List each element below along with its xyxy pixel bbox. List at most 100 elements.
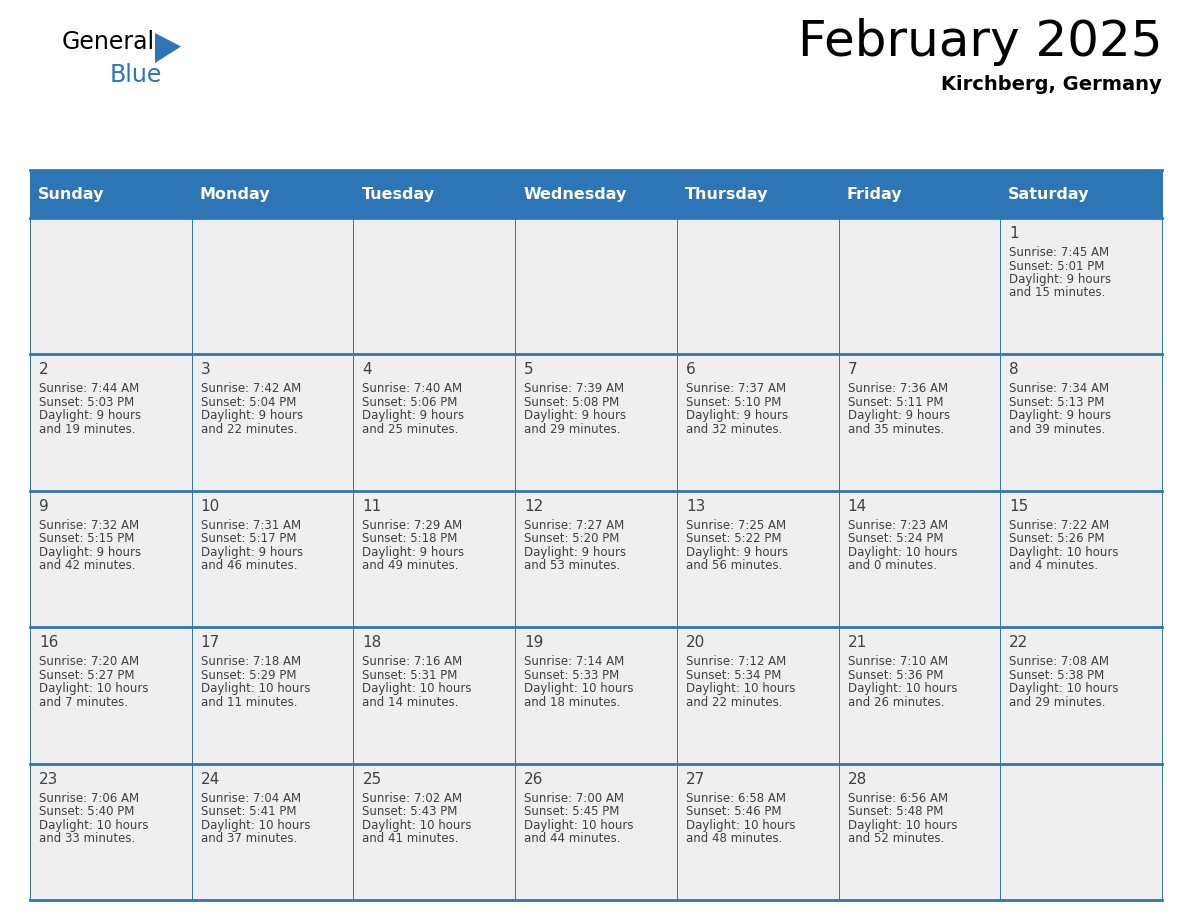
Text: Sunrise: 7:06 AM: Sunrise: 7:06 AM — [39, 791, 139, 804]
Text: Daylight: 9 hours: Daylight: 9 hours — [1010, 409, 1112, 422]
Text: and 7 minutes.: and 7 minutes. — [39, 696, 128, 709]
Text: Daylight: 9 hours: Daylight: 9 hours — [362, 409, 465, 422]
Text: and 14 minutes.: and 14 minutes. — [362, 696, 459, 709]
Text: Sunset: 5:33 PM: Sunset: 5:33 PM — [524, 668, 619, 682]
Text: Sunrise: 7:08 AM: Sunrise: 7:08 AM — [1010, 655, 1110, 668]
Text: and 42 minutes.: and 42 minutes. — [39, 559, 135, 572]
Text: Sunset: 5:04 PM: Sunset: 5:04 PM — [201, 396, 296, 409]
Text: and 56 minutes.: and 56 minutes. — [685, 559, 782, 572]
Text: Daylight: 10 hours: Daylight: 10 hours — [1010, 546, 1119, 559]
Bar — [516, 491, 677, 627]
Text: and 22 minutes.: and 22 minutes. — [685, 696, 783, 709]
Text: and 52 minutes.: and 52 minutes. — [847, 832, 944, 845]
Text: Sunset: 5:06 PM: Sunset: 5:06 PM — [362, 396, 457, 409]
Text: 26: 26 — [524, 772, 544, 787]
Text: and 18 minutes.: and 18 minutes. — [524, 696, 620, 709]
Text: Sunset: 5:10 PM: Sunset: 5:10 PM — [685, 396, 782, 409]
Bar — [30, 170, 1162, 218]
Bar — [30, 627, 191, 764]
Text: Friday: Friday — [847, 186, 902, 201]
Text: Sunrise: 7:40 AM: Sunrise: 7:40 AM — [362, 383, 462, 396]
Text: Sunset: 5:29 PM: Sunset: 5:29 PM — [201, 668, 296, 682]
Text: 25: 25 — [362, 772, 381, 787]
Text: Sunrise: 7:29 AM: Sunrise: 7:29 AM — [362, 519, 462, 532]
Text: Sunrise: 7:16 AM: Sunrise: 7:16 AM — [362, 655, 462, 668]
Text: Kirchberg, Germany: Kirchberg, Germany — [941, 75, 1162, 94]
Text: Sunset: 5:24 PM: Sunset: 5:24 PM — [847, 532, 943, 545]
Bar — [677, 627, 839, 764]
Text: Sunrise: 7:22 AM: Sunrise: 7:22 AM — [1010, 519, 1110, 532]
Text: Daylight: 9 hours: Daylight: 9 hours — [524, 409, 626, 422]
Text: 22: 22 — [1010, 635, 1029, 650]
Text: Sunrise: 7:45 AM: Sunrise: 7:45 AM — [1010, 246, 1110, 259]
Text: Daylight: 9 hours: Daylight: 9 hours — [524, 546, 626, 559]
Bar — [1000, 218, 1162, 354]
Text: Sunset: 5:48 PM: Sunset: 5:48 PM — [847, 805, 943, 818]
Bar — [1000, 491, 1162, 627]
Text: Sunrise: 6:56 AM: Sunrise: 6:56 AM — [847, 791, 948, 804]
Text: and 29 minutes.: and 29 minutes. — [524, 423, 620, 436]
Text: 12: 12 — [524, 498, 543, 514]
Text: General: General — [62, 30, 156, 54]
Text: Blue: Blue — [110, 63, 163, 87]
Text: Daylight: 10 hours: Daylight: 10 hours — [362, 682, 472, 695]
Text: Sunrise: 7:25 AM: Sunrise: 7:25 AM — [685, 519, 786, 532]
Text: Thursday: Thursday — [685, 186, 769, 201]
Text: and 33 minutes.: and 33 minutes. — [39, 832, 135, 845]
Text: and 11 minutes.: and 11 minutes. — [201, 696, 297, 709]
Text: Daylight: 10 hours: Daylight: 10 hours — [847, 682, 958, 695]
Text: Sunrise: 7:18 AM: Sunrise: 7:18 AM — [201, 655, 301, 668]
Text: Sunrise: 7:20 AM: Sunrise: 7:20 AM — [39, 655, 139, 668]
Bar — [353, 491, 516, 627]
Text: Sunset: 5:15 PM: Sunset: 5:15 PM — [39, 532, 134, 545]
Bar — [191, 354, 353, 491]
Text: Daylight: 10 hours: Daylight: 10 hours — [685, 682, 795, 695]
Text: and 19 minutes.: and 19 minutes. — [39, 423, 135, 436]
Text: and 41 minutes.: and 41 minutes. — [362, 832, 459, 845]
Text: 4: 4 — [362, 363, 372, 377]
Text: Sunset: 5:34 PM: Sunset: 5:34 PM — [685, 668, 782, 682]
Text: Sunset: 5:01 PM: Sunset: 5:01 PM — [1010, 260, 1105, 273]
Text: and 15 minutes.: and 15 minutes. — [1010, 286, 1106, 299]
Text: Daylight: 10 hours: Daylight: 10 hours — [685, 819, 795, 832]
Text: and 44 minutes.: and 44 minutes. — [524, 832, 620, 845]
Text: 16: 16 — [39, 635, 58, 650]
Text: Sunrise: 7:12 AM: Sunrise: 7:12 AM — [685, 655, 786, 668]
Bar — [353, 218, 516, 354]
Text: and 37 minutes.: and 37 minutes. — [201, 832, 297, 845]
Text: 14: 14 — [847, 498, 867, 514]
Bar — [191, 218, 353, 354]
Text: 20: 20 — [685, 635, 706, 650]
Text: Sunset: 5:43 PM: Sunset: 5:43 PM — [362, 805, 457, 818]
Text: Saturday: Saturday — [1009, 186, 1089, 201]
Bar — [839, 491, 1000, 627]
Text: 3: 3 — [201, 363, 210, 377]
Bar — [30, 354, 191, 491]
Text: Daylight: 10 hours: Daylight: 10 hours — [524, 819, 633, 832]
Text: and 46 minutes.: and 46 minutes. — [201, 559, 297, 572]
Text: Daylight: 9 hours: Daylight: 9 hours — [362, 546, 465, 559]
Text: Tuesday: Tuesday — [361, 186, 435, 201]
Bar — [839, 354, 1000, 491]
Text: 5: 5 — [524, 363, 533, 377]
Text: Sunrise: 7:02 AM: Sunrise: 7:02 AM — [362, 791, 462, 804]
Text: Sunset: 5:46 PM: Sunset: 5:46 PM — [685, 805, 782, 818]
Text: Sunrise: 7:37 AM: Sunrise: 7:37 AM — [685, 383, 786, 396]
Text: 18: 18 — [362, 635, 381, 650]
Bar — [353, 627, 516, 764]
Text: Sunrise: 7:42 AM: Sunrise: 7:42 AM — [201, 383, 301, 396]
Text: and 25 minutes.: and 25 minutes. — [362, 423, 459, 436]
Text: Sunrise: 7:27 AM: Sunrise: 7:27 AM — [524, 519, 625, 532]
Text: and 26 minutes.: and 26 minutes. — [847, 696, 944, 709]
Text: Daylight: 9 hours: Daylight: 9 hours — [847, 409, 949, 422]
Bar — [677, 354, 839, 491]
Text: Sunday: Sunday — [38, 186, 105, 201]
Text: Sunset: 5:03 PM: Sunset: 5:03 PM — [39, 396, 134, 409]
Text: and 39 minutes.: and 39 minutes. — [1010, 423, 1106, 436]
Text: 1: 1 — [1010, 226, 1019, 241]
Text: Sunrise: 7:39 AM: Sunrise: 7:39 AM — [524, 383, 624, 396]
Text: and 22 minutes.: and 22 minutes. — [201, 423, 297, 436]
Text: February 2025: February 2025 — [797, 18, 1162, 66]
Text: and 32 minutes.: and 32 minutes. — [685, 423, 782, 436]
Text: Sunset: 5:38 PM: Sunset: 5:38 PM — [1010, 668, 1105, 682]
